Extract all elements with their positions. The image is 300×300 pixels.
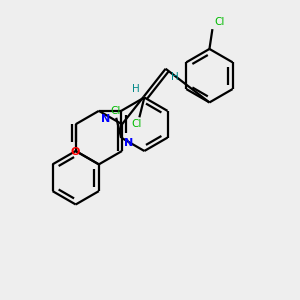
Text: Cl: Cl xyxy=(214,17,225,27)
Text: Cl: Cl xyxy=(131,119,142,129)
Text: H: H xyxy=(171,72,178,82)
Text: N: N xyxy=(101,114,110,124)
Text: O: O xyxy=(70,147,80,157)
Text: N: N xyxy=(124,138,133,148)
Text: Cl: Cl xyxy=(110,106,120,116)
Text: H: H xyxy=(132,83,140,94)
